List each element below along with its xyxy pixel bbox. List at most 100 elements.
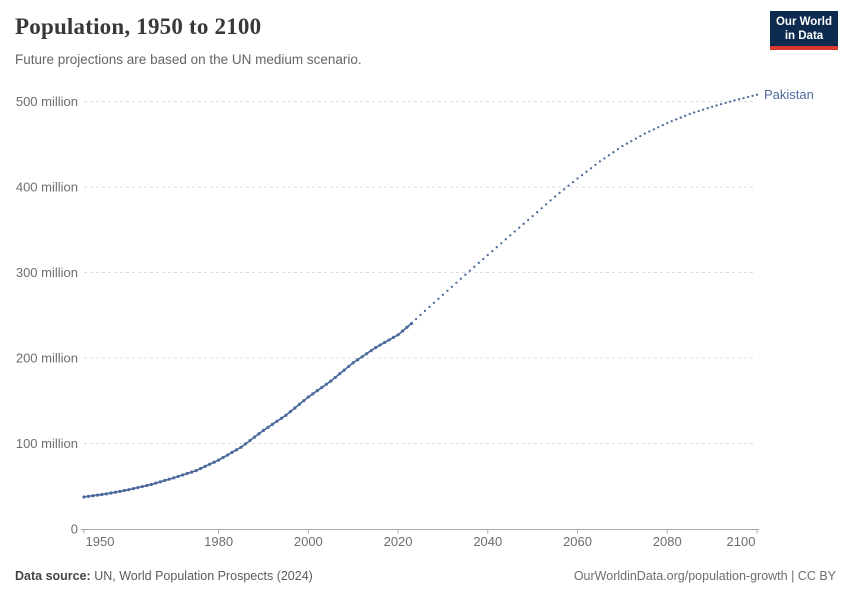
data-source: Data source: UN, World Population Prospe… [15, 569, 313, 583]
estimates-dot [306, 395, 310, 399]
y-tick-label: 400 million [16, 180, 78, 195]
estimates-dot [405, 325, 409, 329]
projection-dot [540, 207, 543, 210]
estimates-dot [127, 488, 131, 492]
projection-dot [513, 230, 516, 233]
estimates-dot [257, 432, 261, 436]
projection-dot [432, 301, 436, 304]
y-tick-label: 200 million [16, 351, 78, 366]
projection-dot [666, 121, 669, 125]
data-source-label: Data source: [15, 569, 91, 583]
estimates-dot [409, 321, 414, 326]
projection-dot [522, 222, 525, 225]
estimates-dot [365, 352, 369, 356]
estimates-dot [369, 349, 373, 353]
estimates-dot [100, 492, 104, 497]
estimates-dot [387, 338, 391, 342]
projection-dot [594, 163, 597, 167]
projection-dot [419, 313, 422, 317]
projection-dot [473, 265, 476, 268]
estimates-dot [185, 471, 189, 476]
estimates-dot [378, 343, 382, 347]
entity-label-pakistan[interactable]: Pakistan [764, 87, 814, 102]
projection-dot [504, 238, 507, 241]
projection-dot [428, 305, 431, 308]
projection-dot [482, 257, 485, 261]
projection-dot [450, 285, 454, 288]
projection-dot [728, 100, 732, 103]
y-tick-label: 0 [71, 522, 78, 537]
projection-dot [500, 242, 503, 245]
projection-dot [558, 191, 561, 195]
projection-dot [598, 160, 602, 163]
projection-dot [746, 95, 750, 99]
projection-dot [652, 128, 655, 131]
estimates-dot [208, 462, 212, 466]
data-source-text: UN, World Population Prospects (2024) [90, 569, 313, 583]
estimates-dot [131, 487, 135, 491]
projection-dot [495, 246, 498, 249]
projection-dot [693, 111, 696, 114]
projection-dot [531, 214, 534, 218]
projection-dot [603, 157, 606, 160]
footer-link[interactable]: OurWorldinData.org/population-growth | C… [573, 569, 836, 583]
estimates-dot [230, 450, 234, 455]
estimates-dot [145, 483, 149, 488]
estimates-dot [248, 438, 252, 443]
projection-dot [437, 297, 440, 300]
estimates-dot [351, 361, 355, 365]
estimates-dot [275, 419, 279, 423]
owid-logo-line1: Our World [775, 16, 832, 28]
owid-logo[interactable]: Our World in Data [770, 11, 838, 50]
estimates-dot [396, 333, 400, 337]
estimates-dot [172, 476, 176, 480]
estimates-line [83, 322, 413, 498]
x-tick-label: 2060 [563, 534, 592, 549]
projection-dot [585, 170, 588, 173]
projection-dot [715, 104, 718, 107]
estimates-dot [279, 416, 284, 420]
projection-dot [468, 269, 472, 272]
estimates-dot [154, 481, 158, 485]
estimates-dot [288, 410, 292, 414]
projection-dot [657, 126, 660, 129]
estimates-dot [320, 385, 324, 390]
estimates-dot [400, 329, 405, 333]
projection-dot [643, 132, 646, 135]
estimates-dot [383, 340, 387, 345]
projection-dot [509, 234, 512, 237]
owid-logo-line2: in Data [784, 30, 824, 42]
estimates-dot [243, 442, 248, 446]
estimates-dot [302, 399, 306, 403]
x-tick-label: 2040 [473, 534, 502, 549]
projection-dot [464, 273, 467, 276]
estimates-dot [356, 358, 360, 362]
projection-dot [549, 199, 552, 202]
projection-dot [518, 226, 521, 229]
projection-dot [675, 118, 678, 121]
estimates-dot [270, 422, 275, 426]
estimates-dot [293, 406, 297, 410]
projection-dot [670, 120, 673, 123]
estimates-dot [342, 368, 346, 372]
estimates-dot [360, 355, 364, 359]
estimates-dot [122, 488, 126, 493]
projection-dot [684, 114, 687, 117]
estimates-dot [118, 489, 122, 493]
x-tick-label: 1980 [204, 534, 233, 549]
projection-dot [423, 309, 427, 313]
estimates-dot [194, 469, 198, 473]
estimates-dot [225, 453, 230, 457]
x-tick-label: 2000 [294, 534, 323, 549]
estimates-dot [311, 392, 315, 396]
y-tick-label: 300 million [16, 265, 78, 280]
y-tick-label: 500 million [16, 94, 78, 109]
projection-dot [477, 261, 480, 265]
estimates-dot [324, 382, 328, 386]
projection-dot [491, 249, 494, 253]
projection-dot [751, 94, 754, 98]
estimates-dot [374, 346, 378, 350]
projection-dot [639, 134, 642, 138]
